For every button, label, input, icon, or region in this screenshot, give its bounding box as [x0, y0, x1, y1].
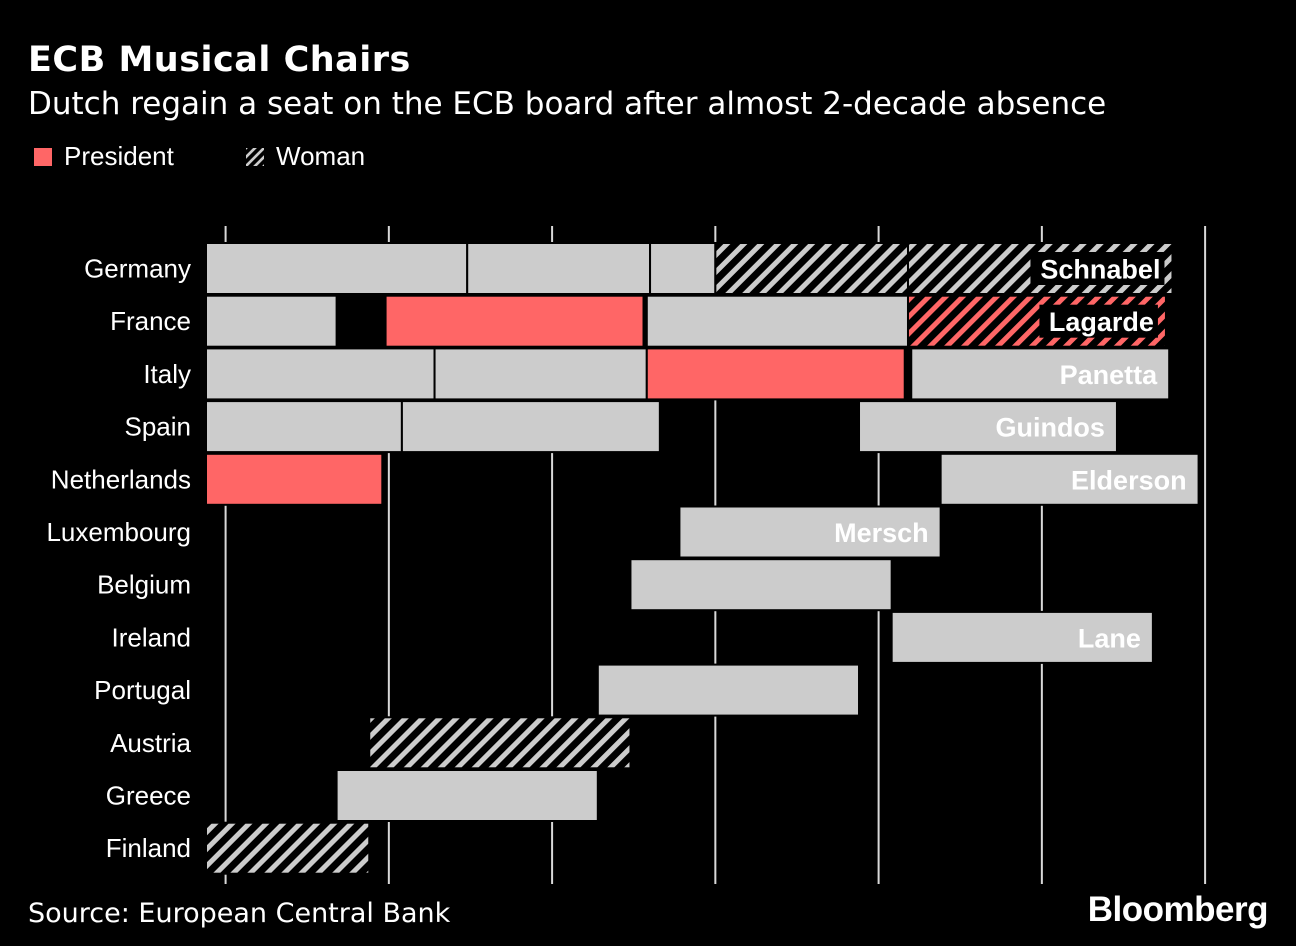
tenure-bar-france — [384, 294, 645, 348]
tenure-bar-belgium — [629, 558, 893, 612]
tenure-bar-ireland — [890, 610, 1154, 664]
country-label-germany: Germany — [84, 254, 191, 284]
country-label-finland: Finland — [106, 833, 191, 863]
tenure-bars: Schnabel Lagarde Panetta Guindos Elderson Mer… — [205, 242, 1200, 875]
legend-label-woman: Woman — [276, 141, 366, 171]
member-label-mersch: Mersch — [834, 518, 929, 548]
member-label-lagarde: Lagarde — [1049, 307, 1154, 337]
member-label-panetta: Panetta — [1060, 360, 1159, 390]
country-label-luxembourg: Luxembourg — [46, 517, 191, 547]
tenure-bar-greece — [335, 769, 599, 822]
tenure-bar-spain — [858, 400, 1118, 454]
tenure-bar-germany — [466, 242, 652, 295]
source-note: Source: European Central Bank — [28, 898, 451, 929]
country-label-netherlands: Netherlands — [51, 464, 191, 494]
country-label-belgium: Belgium — [97, 570, 191, 600]
tenure-bar-germany — [714, 242, 909, 295]
tenure-bar-france — [205, 294, 338, 348]
label-box-lagarde — [1039, 304, 1158, 338]
country-label-spain: Spain — [125, 412, 192, 442]
tenure-bar-germany — [649, 242, 717, 295]
tenure-bar-italy — [433, 347, 648, 401]
member-label-lane: Lane — [1078, 623, 1141, 653]
tenure-bar-netherlands — [939, 452, 1200, 506]
tenure-bar-italy — [645, 347, 906, 401]
tenure-bar-italy — [910, 347, 1171, 401]
tenure-bar-france — [645, 294, 909, 348]
tenure-bar-spain — [400, 400, 661, 454]
woman-hatch-swatch-icon — [246, 147, 264, 166]
country-label-greece: Greece — [106, 781, 191, 811]
country-label-france: France — [110, 306, 191, 336]
country-label-austria: Austria — [110, 728, 191, 758]
tenure-bar-finland — [205, 821, 371, 875]
member-label-elderson: Elderson — [1071, 465, 1187, 495]
legend-item-president: President — [34, 141, 174, 172]
president-swatch-icon — [34, 147, 52, 166]
member-label-schnabel: Schnabel — [1040, 255, 1160, 285]
country-label-italy: Italy — [143, 359, 191, 389]
country-label-portugal: Portugal — [94, 675, 191, 705]
tenure-bar-italy — [205, 347, 436, 401]
tenure-bar-austria — [368, 716, 632, 770]
label-box-schnabel — [1030, 252, 1165, 285]
tenure-bar-germany — [205, 242, 469, 295]
legend-item-woman: Woman — [246, 141, 365, 172]
chart-title: ECB Musical Chairs — [28, 40, 411, 80]
tenure-bar-spain — [205, 400, 403, 454]
chart-subtitle: Dutch regain a seat on the ECB board aft… — [28, 86, 1107, 122]
bloomberg-logo: Bloomberg — [1087, 890, 1269, 929]
tenure-bar-netherlands — [205, 452, 384, 506]
country-label-ireland: Ireland — [112, 622, 192, 652]
legend-label-president: President — [64, 141, 174, 171]
member-label-guindos: Guindos — [995, 413, 1105, 443]
tenure-bar-portugal — [596, 663, 861, 717]
country-labels: Germany France Italy Spain Netherlands Luxemb… — [46, 254, 191, 864]
tenure-bar-luxembourg — [678, 505, 942, 559]
